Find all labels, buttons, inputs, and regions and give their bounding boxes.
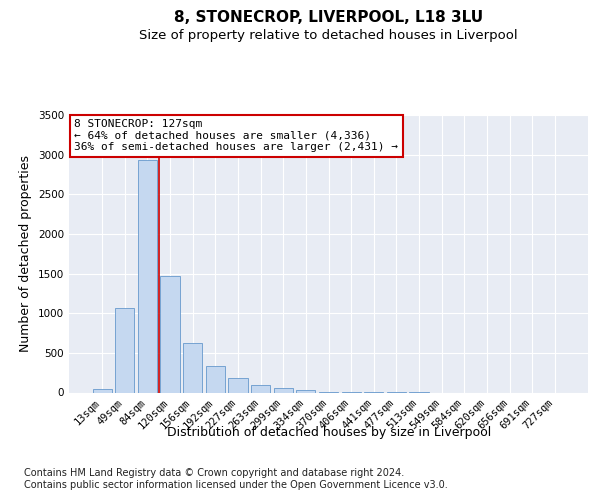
Bar	[251, 384, 270, 392]
Bar	[160, 276, 180, 392]
Bar	[183, 342, 202, 392]
Text: Contains HM Land Registry data © Crown copyright and database right 2024.: Contains HM Land Registry data © Crown c…	[24, 468, 404, 477]
Bar	[92, 388, 112, 392]
Bar	[296, 390, 316, 392]
Bar	[206, 366, 225, 392]
Text: Distribution of detached houses by size in Liverpool: Distribution of detached houses by size …	[167, 426, 491, 439]
Text: 8, STONECROP, LIVERPOOL, L18 3LU: 8, STONECROP, LIVERPOOL, L18 3LU	[174, 10, 484, 25]
Bar	[115, 308, 134, 392]
Bar	[138, 160, 157, 392]
Text: 8 STONECROP: 127sqm
← 64% of detached houses are smaller (4,336)
36% of semi-det: 8 STONECROP: 127sqm ← 64% of detached ho…	[74, 119, 398, 152]
Bar	[274, 388, 293, 392]
Bar	[229, 378, 248, 392]
Text: Size of property relative to detached houses in Liverpool: Size of property relative to detached ho…	[139, 28, 518, 42]
Y-axis label: Number of detached properties: Number of detached properties	[19, 155, 32, 352]
Text: Contains public sector information licensed under the Open Government Licence v3: Contains public sector information licen…	[24, 480, 448, 490]
